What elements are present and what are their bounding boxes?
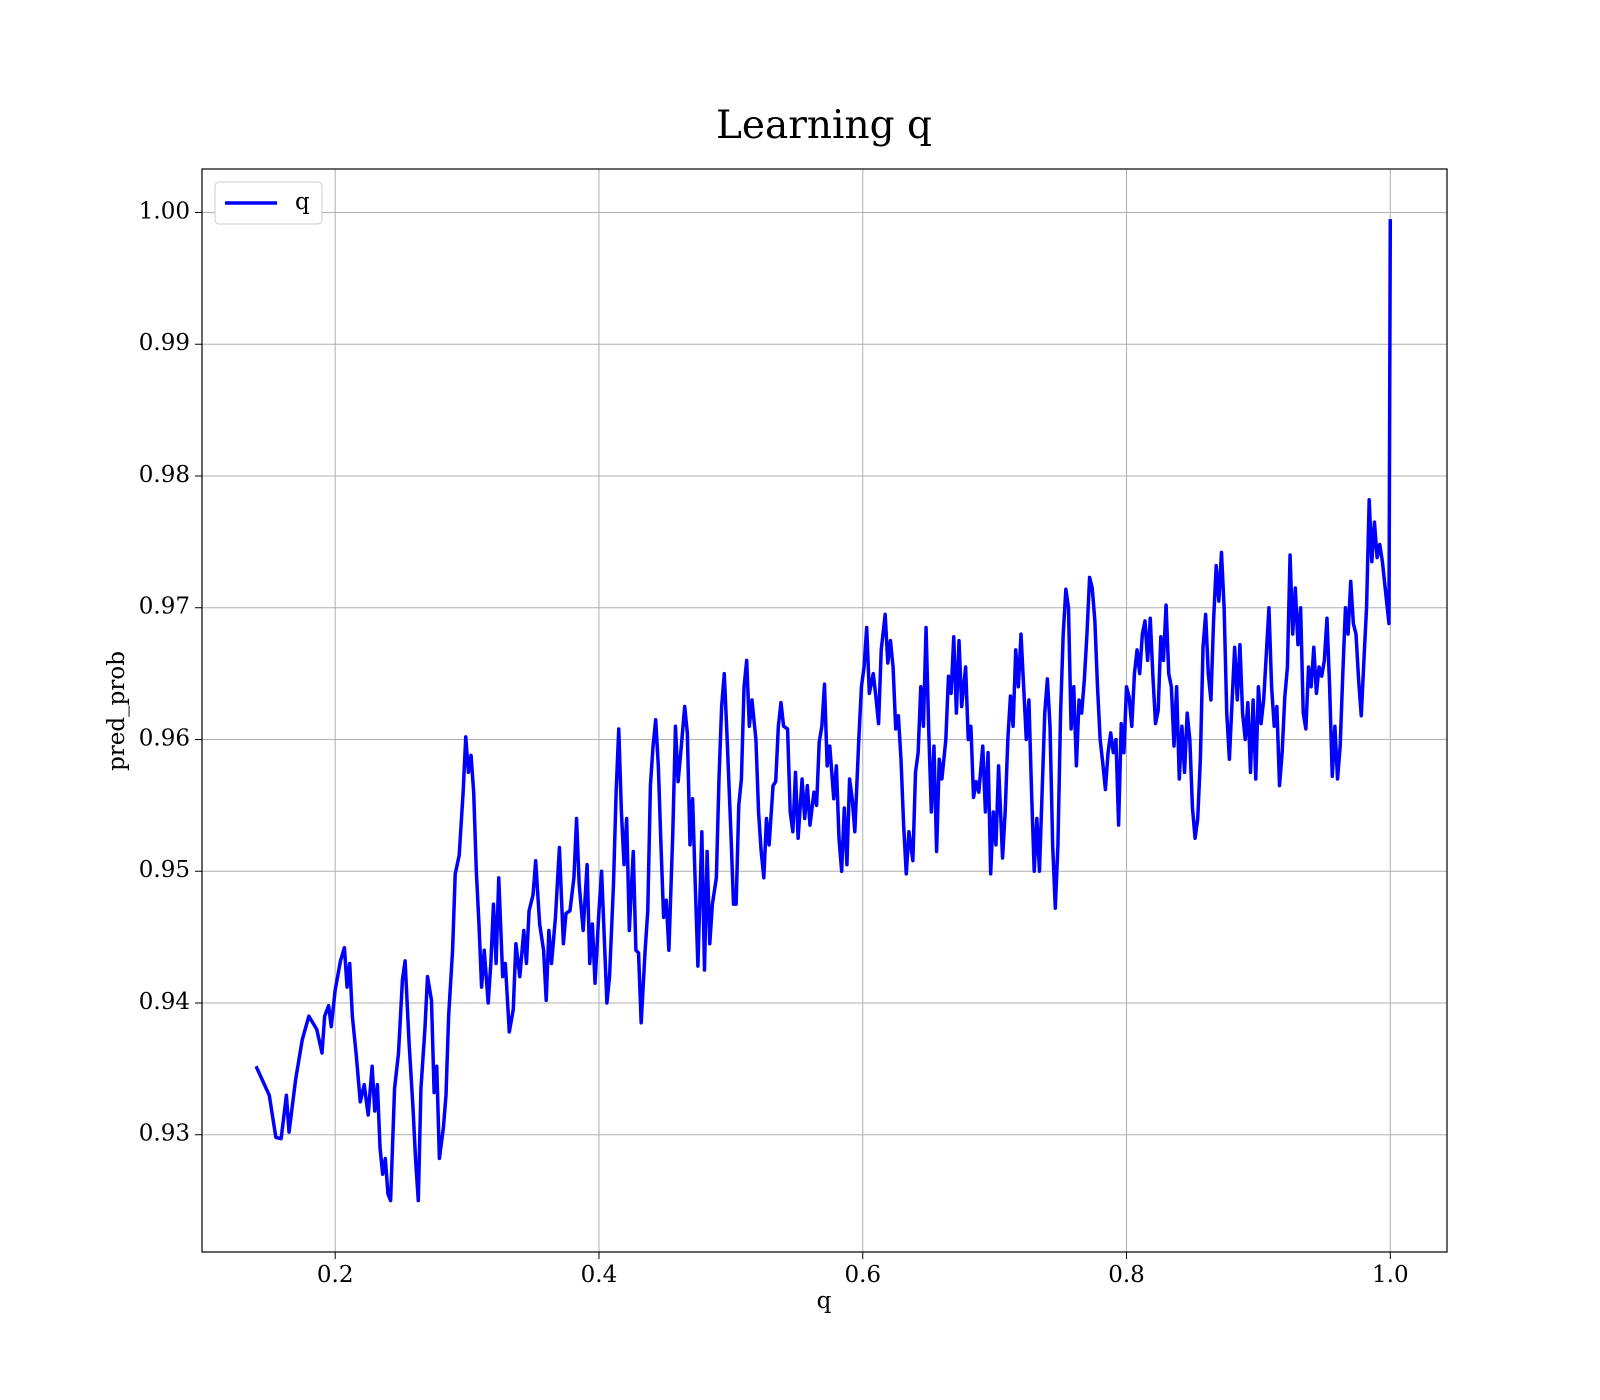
x-tick-label: 0.8 — [1108, 1262, 1145, 1288]
chart-title: Learning q — [716, 103, 932, 148]
x-tick-label: 0.2 — [317, 1262, 354, 1288]
y-tick-label: 0.95 — [139, 857, 190, 883]
y-tick-label: 0.96 — [139, 725, 190, 751]
y-tick-label: 1.00 — [139, 198, 190, 224]
y-tick-label: 0.93 — [139, 1121, 190, 1147]
data-line — [254, 219, 1393, 1203]
x-axis-label: q — [817, 1288, 832, 1314]
y-axis-label: pred_prob — [104, 651, 130, 771]
y-tick-label: 0.94 — [139, 989, 190, 1015]
x-tick-label: 0.6 — [844, 1262, 881, 1288]
y-tick-label: 0.99 — [139, 330, 190, 356]
y-tick-label: 0.97 — [139, 594, 190, 620]
legend-label: q — [295, 189, 310, 215]
x-tick-label: 0.4 — [581, 1262, 618, 1288]
plot-frame — [201, 168, 1448, 1253]
y-tick-label: 0.98 — [139, 462, 190, 488]
x-tick-label: 1.0 — [1372, 1262, 1409, 1288]
